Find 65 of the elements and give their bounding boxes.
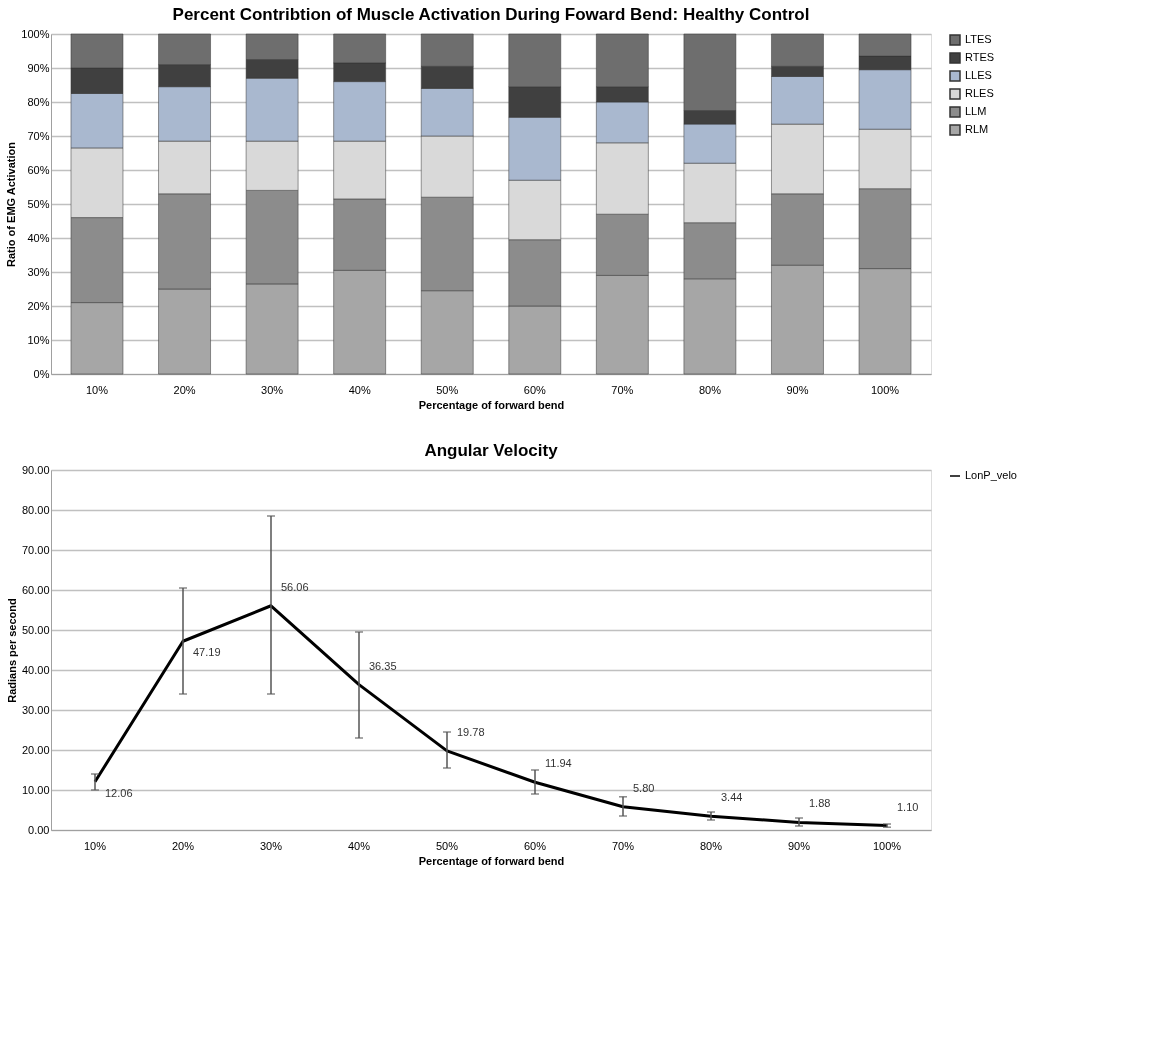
chart-title: Percent Contribtion of Muscle Activation During Foward Bend: Healthy Control (172, 5, 810, 24)
y-tick-label: 50.00 (21, 623, 50, 636)
x-tick-label: 60% (523, 839, 547, 852)
legend-label: RTES (965, 51, 995, 63)
data-label: 47.19 (193, 646, 221, 659)
x-tick-label: 40% (348, 383, 371, 396)
x-tick-label: 60% (523, 383, 546, 396)
x-tick-label: 100% (872, 839, 902, 852)
y-tick-label: 80.00 (21, 503, 50, 516)
y-tick-label: 0.00 (28, 823, 50, 836)
x-tick-label: 10% (85, 383, 109, 396)
x-tick-label: 80% (699, 839, 723, 852)
x-tick-label: 80% (698, 383, 722, 396)
x-tick-label: 30% (259, 839, 283, 852)
x-tick-label: 70% (611, 839, 635, 852)
y-tick-label: 100% (21, 27, 50, 40)
x-tick-label: 10% (83, 839, 107, 852)
y-tick-label: 20.00 (21, 743, 50, 756)
y-tick-label: 60.00 (21, 583, 50, 596)
y-tick-label: 70% (27, 129, 50, 142)
x-tick-label: 50% (436, 383, 459, 396)
data-label: 19.78 (457, 725, 485, 738)
x-tick-label: 90% (787, 839, 811, 852)
x-tick-label: 100% (870, 383, 900, 396)
x-tick-label: 50% (435, 839, 459, 852)
y-tick-label: 30.00 (21, 703, 50, 716)
legend-label: LonP_velo (965, 469, 1017, 481)
y-tick-label: 50% (27, 197, 50, 210)
y-tick-label: 70.00 (21, 543, 50, 556)
y-tick-label: 0% (33, 367, 50, 380)
data-label: 12.06 (105, 786, 133, 799)
data-label: 1.10 (897, 800, 919, 813)
legend-label: LLES (965, 69, 992, 81)
legend-label: RLES (965, 87, 994, 99)
y-tick-label: 10% (27, 333, 50, 346)
data-label: 1.88 (809, 797, 831, 810)
x-axis-title: Percentage of forward bend (418, 854, 565, 867)
y-tick-label: 90% (27, 61, 50, 74)
data-label: 3.44 (721, 791, 743, 804)
data-label: 36.35 (369, 659, 397, 672)
y-tick-label: 10.00 (21, 783, 50, 796)
x-tick-label: 20% (173, 383, 196, 396)
y-tick-label: 30% (27, 265, 50, 278)
chart-title: Angular Velocity (424, 441, 559, 460)
x-tick-label: 40% (347, 839, 371, 852)
x-axis-title: Percentage of forward bend (418, 398, 565, 411)
data-label: 11.94 (545, 757, 572, 770)
x-tick-label: 90% (786, 383, 809, 396)
y-tick-label: 60% (27, 163, 50, 176)
x-tick-label: 70% (611, 383, 634, 396)
data-label: 5.80 (633, 781, 655, 794)
y-tick-label: 90.00 (21, 463, 50, 476)
x-tick-label: 20% (171, 839, 195, 852)
line-series (93, 604, 889, 828)
y-axis-title: Radians per second (5, 598, 18, 703)
legend-label: RLM (965, 123, 989, 135)
legend-label: LTES (965, 33, 992, 45)
y-tick-label: 80% (27, 95, 50, 108)
y-tick-label: 40.00 (21, 663, 50, 676)
legend-label: LLM (965, 105, 987, 117)
y-tick-label: 40% (27, 231, 50, 244)
x-tick-label: 30% (261, 383, 284, 396)
y-tick-label: 20% (27, 299, 50, 312)
data-label: 56.06 (281, 580, 309, 593)
y-axis-title: Ratio of EMG Activation (5, 141, 18, 267)
